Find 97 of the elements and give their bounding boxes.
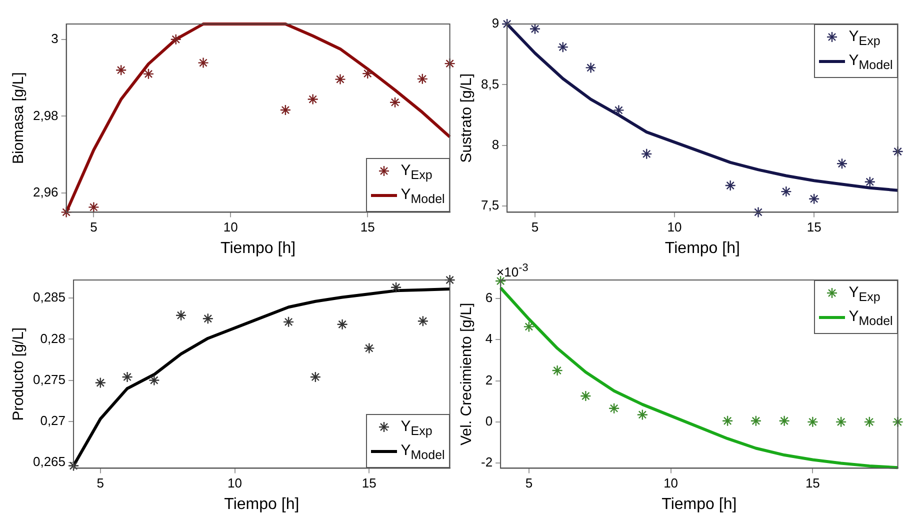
point — [198, 57, 209, 68]
x-tick-label: 15 — [360, 220, 375, 235]
x-tick-label: 15 — [362, 476, 376, 491]
point — [836, 158, 848, 170]
point — [722, 415, 734, 426]
point — [60, 206, 72, 218]
y-tick-label: 2,98 — [32, 108, 58, 123]
legend-label: Y$_{Model}$ — [848, 52, 893, 72]
point — [752, 206, 764, 218]
legend-label: Y$_{Model}$ — [400, 442, 445, 462]
point — [724, 180, 736, 192]
point — [148, 374, 160, 386]
y-tick-label: 7,5 — [480, 198, 500, 213]
x-tick-label: 10 — [223, 220, 238, 235]
y-tick-label: 0,27 — [40, 412, 66, 428]
y-tick-label: 2 — [485, 372, 493, 388]
x-tick-label: 5 — [90, 220, 98, 235]
x-tick-label: 10 — [667, 220, 682, 235]
point — [780, 186, 792, 198]
y-tick-label: 2,96 — [32, 184, 58, 200]
point — [835, 416, 847, 428]
legend-label: Y$_{Exp}$ — [848, 284, 880, 304]
point — [444, 58, 456, 70]
x-axis-title: Tiempo [h] — [220, 240, 296, 257]
y-tick-label: 8 — [492, 136, 500, 152]
y-tick-label: 0,275 — [32, 372, 66, 387]
y-axis-title: Sustrato [g/L] — [458, 73, 476, 163]
y-axis-title: Biomasa [g/L] — [10, 72, 28, 164]
legend-label: Y$_{Model}$ — [848, 308, 893, 328]
point — [202, 313, 214, 324]
x-tick-label: 10 — [228, 476, 242, 491]
point — [362, 68, 374, 80]
x-tick-label: 15 — [806, 220, 822, 235]
x-tick-label: 15 — [805, 476, 820, 491]
point — [280, 104, 292, 116]
y-axis-title: Vel. Crecimiento [g/L] — [458, 302, 476, 446]
point — [613, 104, 624, 116]
y-tick-label: 0,28 — [40, 330, 66, 346]
x-tick-label: 5 — [525, 476, 533, 491]
x-tick-label: 10 — [664, 476, 678, 491]
y-tick-label: 0 — [485, 414, 493, 428]
point — [282, 316, 294, 328]
point — [142, 68, 154, 80]
y-axis-title: Producto [g/L] — [10, 327, 28, 421]
legend-label: Y$_{Exp}$ — [400, 418, 432, 438]
point — [864, 416, 876, 428]
point — [334, 74, 346, 85]
point — [88, 202, 100, 213]
x-axis-title: Tiempo [h] — [224, 496, 300, 513]
point — [122, 371, 133, 383]
point — [336, 318, 348, 330]
point — [529, 23, 541, 34]
legend-label: Y$_{Exp}$ — [400, 162, 432, 182]
point — [390, 282, 402, 293]
point — [364, 342, 375, 354]
point — [585, 62, 596, 74]
x-axis-title: Tiempo [h] — [664, 240, 740, 257]
point — [580, 390, 592, 402]
point — [864, 176, 876, 188]
point — [523, 321, 535, 332]
y-tick-label: 9 — [492, 16, 500, 31]
point — [608, 402, 620, 414]
point — [115, 64, 127, 76]
y-tick-label: 0,285 — [32, 290, 66, 305]
y-tick-label: 0,265 — [32, 454, 66, 470]
point — [417, 315, 429, 327]
point — [892, 146, 904, 158]
text: ×10$^{-3}$ — [496, 262, 528, 280]
y-tick-label: -2 — [480, 454, 493, 470]
point — [68, 460, 80, 472]
point — [170, 34, 182, 45]
point — [552, 364, 563, 376]
point — [636, 409, 648, 420]
point — [389, 96, 401, 108]
x-tick-label: 5 — [96, 476, 104, 491]
point — [310, 371, 322, 383]
legend-label: Y$_{Model}$ — [400, 186, 445, 206]
point — [444, 274, 456, 286]
y-tick-label: 6 — [485, 290, 493, 306]
legend-label: Y$_{Exp}$ — [848, 28, 880, 48]
point — [892, 416, 904, 428]
x-tick-label: 5 — [531, 220, 539, 235]
point — [416, 73, 428, 85]
point — [501, 18, 513, 30]
point — [94, 377, 106, 388]
y-tick-label: 3 — [51, 30, 58, 46]
point — [307, 94, 318, 105]
y-tick-label: 8,5 — [480, 76, 500, 92]
point — [750, 415, 762, 426]
point — [807, 416, 818, 428]
x-axis-title: Tiempo [h] — [662, 496, 737, 513]
point — [175, 310, 187, 321]
point — [808, 193, 820, 204]
point — [557, 41, 568, 53]
y-tick-label: 4 — [485, 331, 493, 346]
point — [641, 148, 652, 160]
point — [778, 415, 790, 426]
